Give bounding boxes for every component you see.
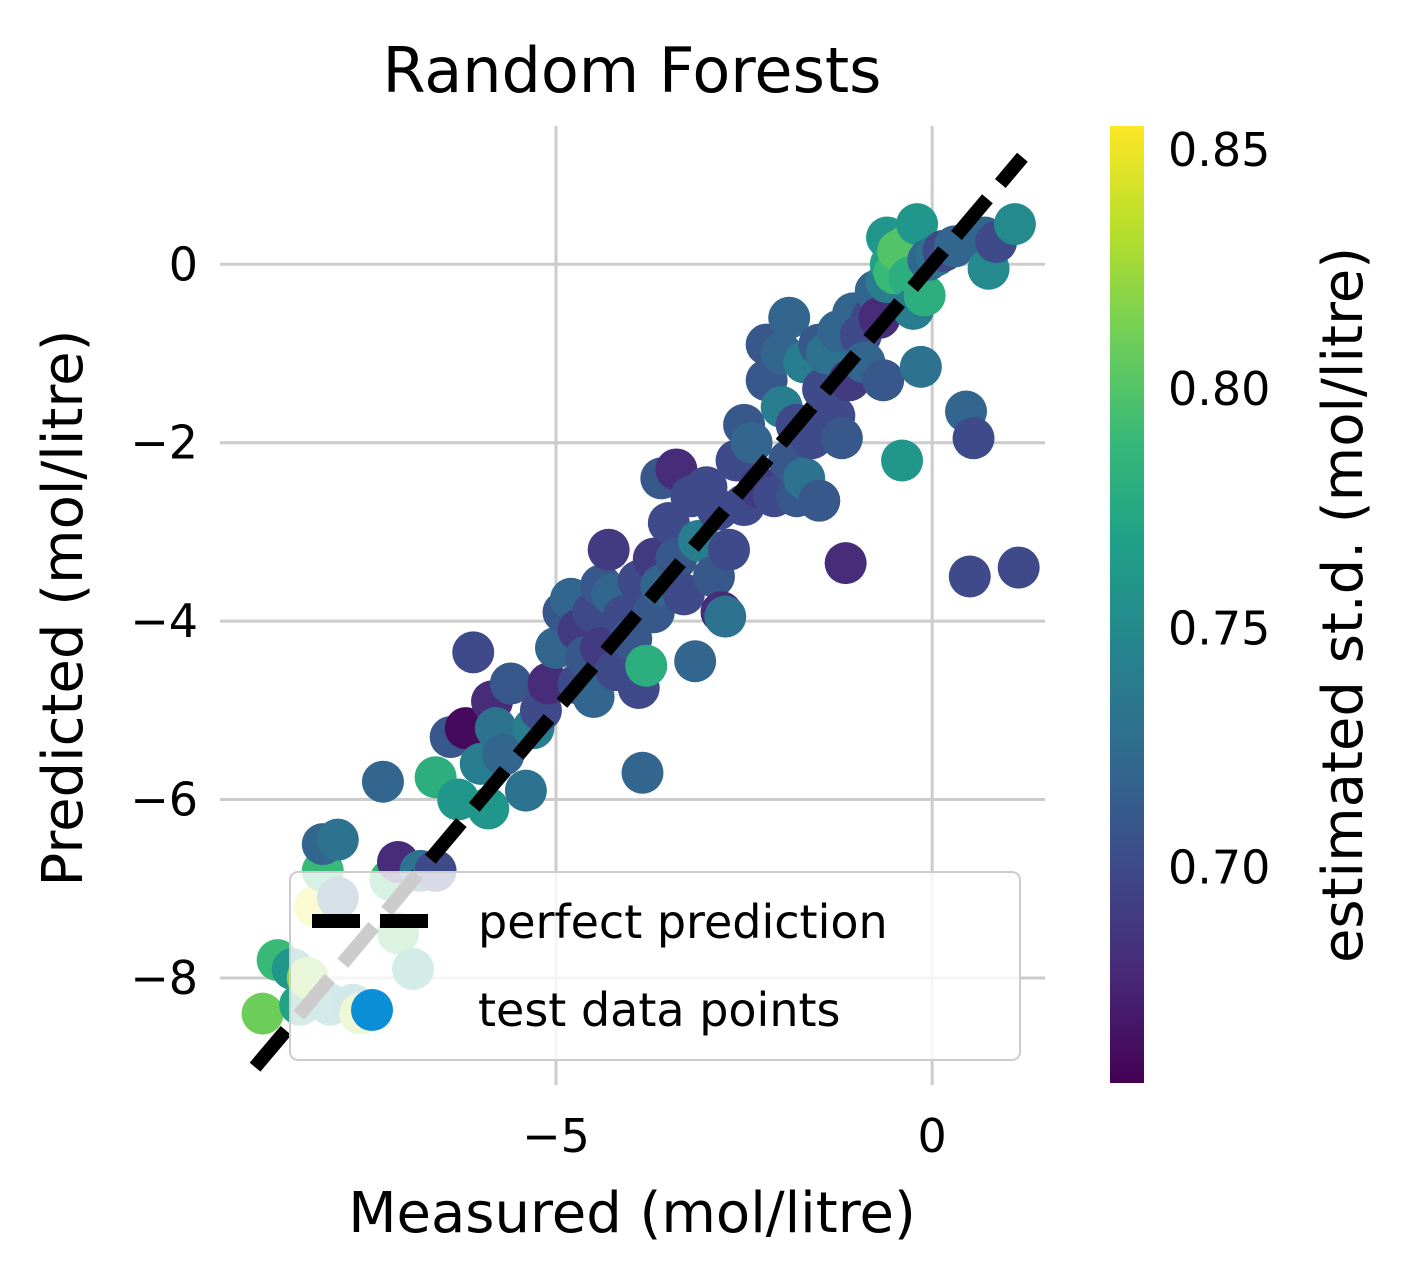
data-point [768, 296, 811, 339]
legend-label-test-data-points: test data points [478, 983, 840, 1037]
chart-title: Random Forests [383, 34, 882, 107]
y-axis-ticks: 0 −2 −4 −6 −8 [130, 237, 198, 1005]
data-point [820, 417, 863, 460]
data-point [899, 345, 942, 388]
data-point [862, 359, 905, 402]
data-point [316, 818, 359, 861]
colorbar-tick-label: 0.85 [1168, 123, 1270, 177]
data-point [527, 662, 570, 705]
legend: perfect prediction test data points [289, 871, 1021, 1061]
y-axis-label: Predicted (mol/litre) [31, 330, 96, 887]
data-point [730, 421, 773, 464]
data-point [948, 555, 991, 598]
y-tick-label: −8 [130, 951, 198, 1005]
colorbar-tick-label: 0.80 [1168, 362, 1270, 416]
colorbar-gradient [1110, 126, 1144, 1083]
data-point [621, 751, 664, 794]
colorbar-label: estimated st.d. (mol/litre) [1311, 247, 1376, 963]
x-tick-label: −5 [522, 1109, 590, 1163]
y-tick-label: −4 [130, 594, 198, 648]
data-point [896, 203, 939, 246]
colorbar-tick-label: 0.70 [1168, 841, 1270, 895]
data-point [824, 542, 867, 585]
data-point [587, 528, 630, 571]
x-axis-ticks: −5 0 [522, 1109, 947, 1163]
data-point [674, 640, 717, 683]
colorbar: 0.85 0.80 0.75 0.70 [1110, 123, 1270, 1083]
legend-box [289, 871, 1021, 1061]
data-point [241, 992, 284, 1035]
perfect-prediction-line [249, 152, 1028, 1072]
data-point [997, 546, 1040, 589]
data-point [504, 769, 547, 812]
data-point [361, 760, 404, 803]
data-point [993, 203, 1036, 246]
data-point [625, 644, 668, 687]
legend-marker-swatch [351, 989, 393, 1031]
reference-line-group [249, 152, 1028, 1072]
y-tick-label: 0 [169, 237, 198, 291]
data-point [452, 631, 495, 674]
colorbar-tick-label: 0.75 [1168, 601, 1270, 655]
data-point [704, 595, 747, 638]
x-tick-label: 0 [918, 1109, 947, 1163]
data-point [489, 662, 532, 705]
data-point [881, 439, 924, 482]
y-tick-label: −2 [130, 416, 198, 470]
x-axis-label: Measured (mol/litre) [348, 1181, 916, 1246]
legend-label-perfect-prediction: perfect prediction [478, 895, 888, 949]
data-point [444, 707, 487, 750]
y-tick-label: −6 [130, 773, 198, 827]
data-point [482, 733, 525, 776]
data-point [708, 528, 751, 571]
data-point [798, 479, 841, 522]
data-point [952, 417, 995, 460]
